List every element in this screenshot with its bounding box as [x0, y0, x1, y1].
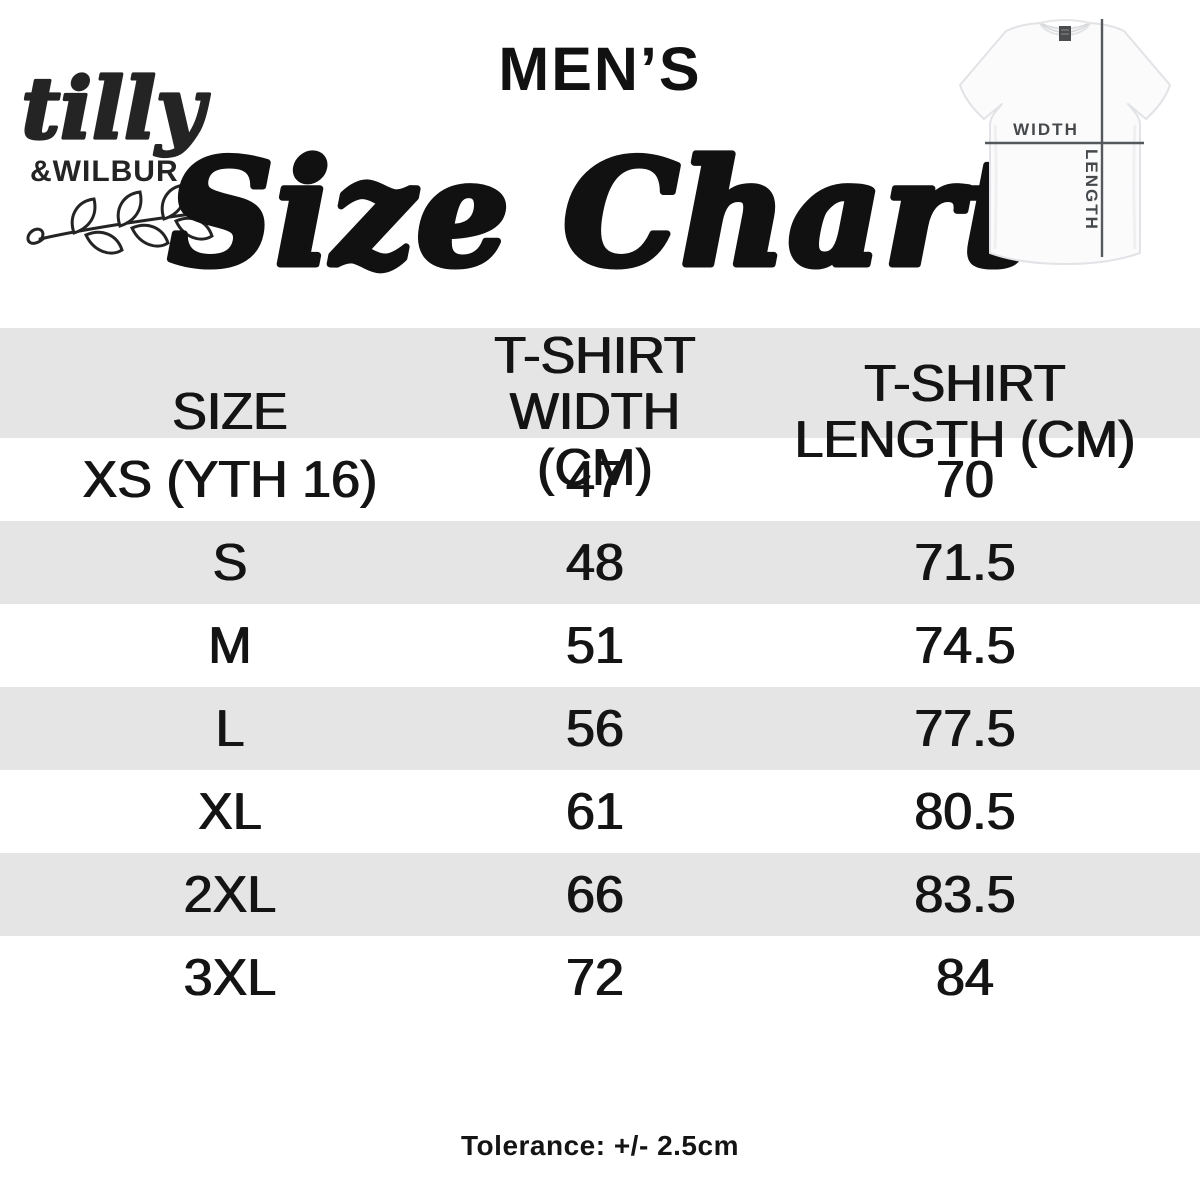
table-row: M 51 74.5 — [0, 604, 1200, 687]
length-cell: 84 — [936, 948, 994, 1007]
tshirt-collar-back — [1039, 19, 1091, 24]
size-cell: XL — [198, 782, 262, 841]
length-cell: 77.5 — [914, 699, 1016, 758]
tshirt-graphic: WIDTH LENGTH — [959, 19, 1171, 265]
width-cell: 66 — [566, 865, 624, 924]
brand-name-caps: &WILBUR — [30, 155, 179, 188]
category-heading: MEN’S — [498, 35, 702, 103]
table-row: XL 61 80.5 — [0, 770, 1200, 853]
page-title-text: Size Chart — [168, 136, 1031, 299]
page-title-graphic: Size Chart — [165, 126, 1033, 303]
table-row: 2XL 66 83.5 — [0, 853, 1200, 936]
size-cell: L — [215, 699, 245, 758]
brand-logo: tilly &WILBUR — [18, 50, 233, 265]
table-header-row: SIZE T-SHIRT WIDTH (CM) T-SHIRT LENGTH (… — [0, 328, 1200, 496]
width-cell: 72 — [566, 948, 624, 1007]
branch-curl — [26, 227, 46, 245]
tshirt-length-label: LENGTH — [1082, 149, 1101, 231]
tolerance-note: Tolerance: +/- 2.5cm — [461, 1130, 739, 1161]
tshirt-diagram: WIDTH LENGTH — [950, 5, 1200, 275]
branch-leaf — [116, 190, 143, 228]
brand-logo-graphic: tilly &WILBUR — [20, 57, 216, 255]
length-cell: 74.5 — [914, 616, 1016, 675]
column-header-length: T-SHIRT LENGTH (CM) — [794, 355, 1136, 470]
page-title: Size Chart — [150, 126, 1050, 328]
table-row: S 48 71.5 — [0, 521, 1200, 604]
branch-leaf — [129, 223, 170, 248]
width-cell: 61 — [566, 782, 624, 841]
size-cell: 2XL — [183, 865, 277, 924]
table-row: L 56 77.5 — [0, 687, 1200, 770]
length-cell: 83.5 — [914, 865, 1016, 924]
tshirt-fold-shading — [1132, 124, 1137, 250]
column-header-size: SIZE — [172, 383, 288, 442]
size-cell: XS (YTH 16) — [82, 450, 378, 509]
table-row: 3XL 72 84 — [0, 936, 1200, 1019]
size-cell: S — [212, 533, 248, 592]
size-table: SIZE T-SHIRT WIDTH (CM) T-SHIRT LENGTH (… — [0, 328, 1200, 1019]
branch-leaf — [173, 216, 214, 241]
branch-leaf — [160, 183, 187, 221]
tshirt-width-label: WIDTH — [1013, 120, 1079, 139]
branch-leaf — [83, 230, 124, 255]
brand-name-script: tilly — [21, 59, 210, 158]
length-cell: 71.5 — [914, 533, 1016, 592]
table-row: XS (YTH 16) 47 70 — [0, 438, 1200, 521]
width-cell: 56 — [566, 699, 624, 758]
width-cell: 48 — [566, 533, 624, 592]
column-header-width: T-SHIRT WIDTH (CM) — [494, 327, 696, 498]
size-cell: M — [208, 616, 252, 675]
tshirt-fold-shading — [993, 124, 998, 250]
branch-illustration — [26, 183, 216, 255]
branch-leaf — [70, 197, 97, 235]
width-cell: 47 — [566, 450, 624, 509]
size-cell: 3XL — [183, 948, 277, 1007]
length-cell: 70 — [936, 450, 994, 509]
width-cell: 51 — [566, 616, 624, 675]
length-cell: 80.5 — [914, 782, 1016, 841]
